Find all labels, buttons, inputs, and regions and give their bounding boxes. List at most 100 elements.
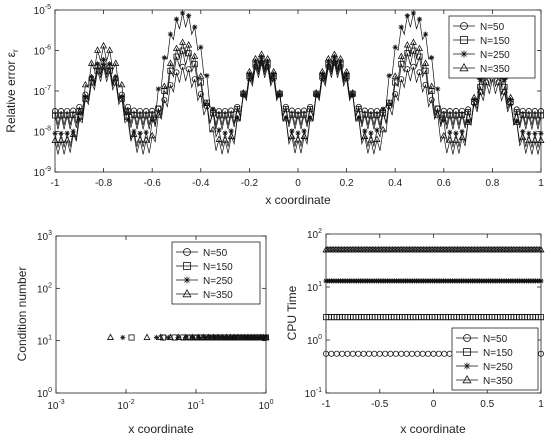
- data-point: [64, 112, 71, 119]
- data-point: [197, 79, 204, 86]
- plot-frame: [55, 235, 267, 394]
- data-point: [410, 47, 417, 54]
- data-point: [507, 93, 515, 101]
- data-point: [312, 88, 320, 96]
- y-axis-label: Relative error εr: [4, 49, 20, 133]
- data-point: [538, 130, 544, 136]
- x-tick-label: -0.5: [371, 399, 389, 410]
- legend-marker-circle: [460, 22, 468, 30]
- data-point: [222, 333, 230, 340]
- data-point: [446, 136, 454, 143]
- series-N=150: [322, 314, 545, 321]
- data-point: [328, 350, 335, 357]
- y-tick-label: 10-8: [34, 126, 51, 139]
- data-point: [513, 118, 521, 125]
- y-tick-label: 100: [307, 334, 322, 347]
- data-point: [234, 333, 242, 340]
- data-point: [537, 246, 545, 253]
- legend-label: N=250: [203, 276, 233, 287]
- y-tick-label: 100: [37, 387, 52, 400]
- data-point: [58, 130, 64, 136]
- data-point: [94, 61, 101, 67]
- legend: N=50 N=150 N=250 N=350: [171, 241, 261, 305]
- data-point: [160, 82, 168, 89]
- data-point: [149, 117, 155, 123]
- y-tick-label: 102: [307, 228, 322, 241]
- data-point: [344, 350, 351, 357]
- data-point: [452, 136, 460, 143]
- data-point: [283, 115, 289, 121]
- data-point: [367, 108, 374, 115]
- data-point: [76, 116, 82, 123]
- data-point: [251, 54, 260, 62]
- data-point: [349, 350, 356, 357]
- data-point: [336, 54, 345, 62]
- data-point: [263, 334, 269, 341]
- legend-marker-triangle: [182, 288, 192, 298]
- data-point: [52, 112, 59, 119]
- data-point: [143, 108, 150, 115]
- data-point: [233, 334, 240, 341]
- data-point: [419, 350, 426, 357]
- data-point: [519, 112, 526, 119]
- data-point: [387, 350, 394, 357]
- data-point: [227, 132, 235, 139]
- y-tick-label: 103: [37, 230, 52, 243]
- data-point: [440, 131, 448, 139]
- data-point: [519, 107, 526, 114]
- data-point: [112, 59, 120, 66]
- data-point: [428, 82, 436, 89]
- data-point: [362, 128, 368, 134]
- data-point: [137, 108, 144, 115]
- series-N=250: [323, 278, 544, 284]
- data-point: [361, 132, 369, 139]
- data-point: [429, 55, 435, 61]
- data-point: [301, 111, 308, 118]
- data-point: [300, 132, 308, 139]
- data-point: [228, 107, 235, 114]
- legend-label: N=250: [480, 50, 510, 61]
- x-tick-label: 0.5: [480, 399, 494, 410]
- x-tick-label: 10-1: [187, 399, 204, 412]
- data-point: [161, 55, 167, 61]
- data-point: [446, 350, 453, 357]
- data-point: [397, 52, 405, 59]
- data-point: [128, 334, 135, 341]
- data-point: [222, 130, 228, 136]
- data-point: [428, 96, 435, 103]
- x-tick-label: 100: [258, 399, 273, 412]
- x-tick-label: -0.6: [144, 178, 162, 189]
- data-point: [538, 350, 545, 357]
- data-point: [459, 107, 466, 114]
- y-tick-label: 10-6: [34, 45, 51, 58]
- data-point: [130, 130, 138, 137]
- tick-layer: -1 -0.5 0 0.5 1 10-1 100 101 102: [305, 228, 545, 410]
- data-point: [175, 333, 183, 340]
- data-point: [100, 63, 107, 70]
- data-point: [430, 350, 437, 357]
- y-tick-label: 10-5: [34, 4, 51, 17]
- data-point: [204, 73, 210, 79]
- data-point: [205, 334, 212, 341]
- data-point: [371, 350, 378, 357]
- data-point: [409, 38, 417, 45]
- data-point: [52, 108, 59, 115]
- data-point: [186, 13, 192, 19]
- data-point: [260, 334, 266, 341]
- x-tick-label: 0.8: [485, 178, 499, 189]
- data-point: [216, 112, 223, 119]
- data-point: [282, 114, 290, 122]
- y-tick-label: 10-9: [34, 166, 51, 179]
- data-point: [136, 136, 144, 143]
- data-point: [446, 108, 453, 115]
- data-point: [414, 350, 421, 357]
- data-point: [477, 83, 484, 90]
- data-point: [167, 31, 174, 37]
- data-point: [197, 72, 205, 79]
- data-point: [425, 350, 432, 357]
- data-point: [422, 67, 429, 74]
- data-point: [501, 77, 508, 83]
- data-point: [113, 74, 119, 80]
- data-point: [361, 107, 368, 114]
